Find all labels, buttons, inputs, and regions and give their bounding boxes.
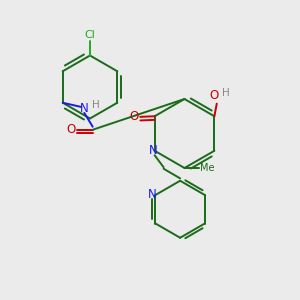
Text: N: N <box>148 188 156 201</box>
Text: O: O <box>210 89 219 102</box>
Text: N: N <box>149 144 158 157</box>
Text: O: O <box>130 110 139 123</box>
Text: Cl: Cl <box>85 29 95 40</box>
Text: N: N <box>80 102 89 115</box>
Text: H: H <box>222 88 230 98</box>
Text: H: H <box>92 100 100 110</box>
Text: O: O <box>67 123 76 136</box>
Text: Me: Me <box>200 163 214 173</box>
